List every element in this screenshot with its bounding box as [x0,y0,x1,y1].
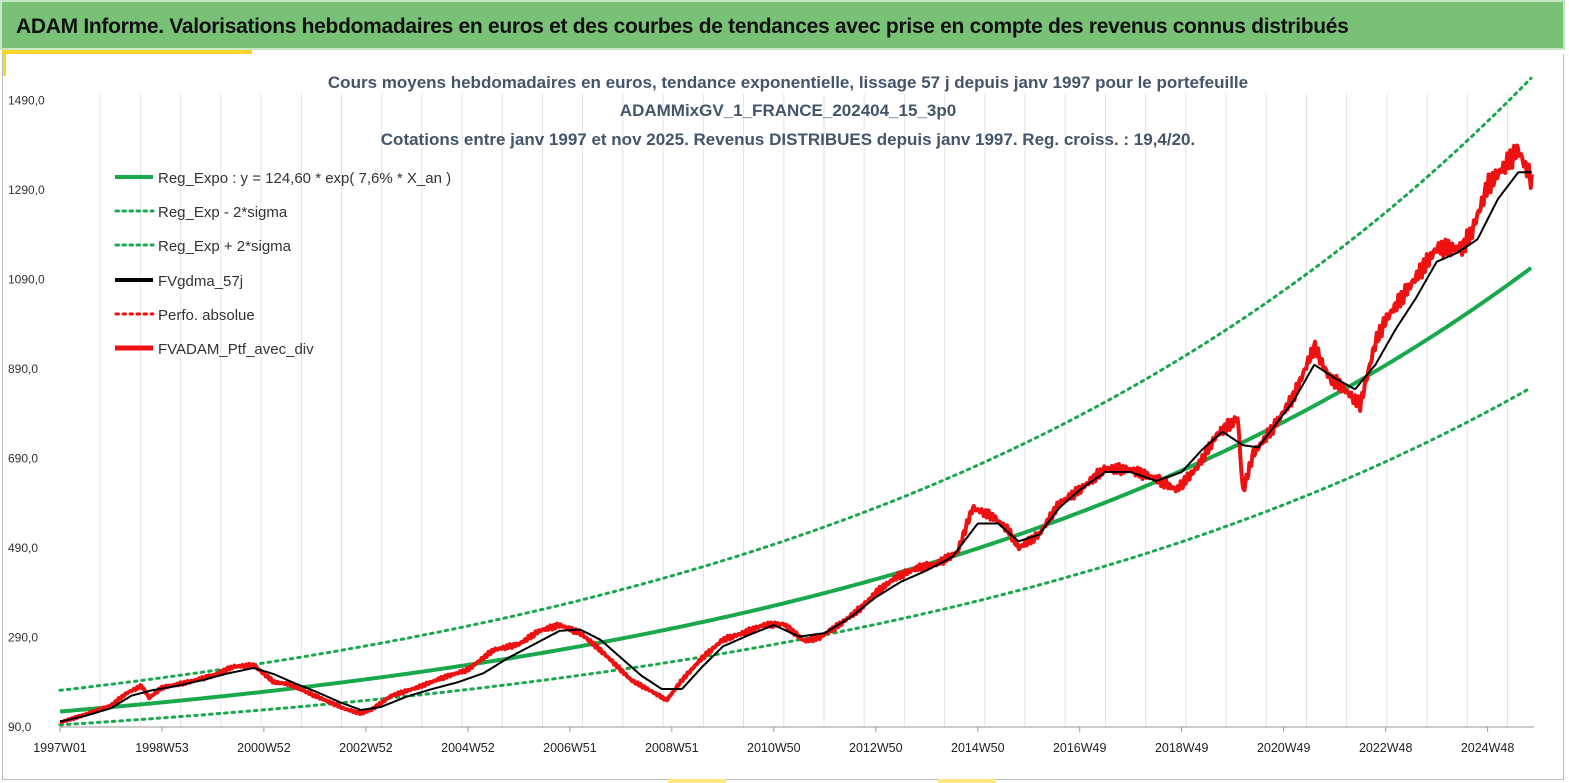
y-tick-label: 890,0 [8,362,38,376]
header-accent-bar [2,50,252,54]
legend-label-reg-expo: Reg_Expo : y = 124,60 * exp( 7,6% * X_an… [158,170,451,187]
x-tick-label: 2000W52 [237,741,291,755]
legend-item-perfo: Perfo. absolue [114,307,255,324]
y-tick-label: 690,0 [8,452,38,466]
legend-label-perfo: Perfo. absolue [158,307,255,324]
x-tick-label: 2016W49 [1053,741,1107,755]
bottom-accent-bar [938,779,996,783]
x-tick-label: 2024W48 [1461,741,1515,755]
grid [99,94,1508,727]
series [58,76,1534,727]
x-tick-label: 2006W51 [543,741,597,755]
x-tick-label: 2022W48 [1359,741,1413,755]
legend-label-reg-minus: Reg_Exp - 2*sigma [158,204,288,221]
page-title: ADAM Informe. Valorisations hebdomadaire… [16,15,1349,38]
legend-item-fvgdma: FVgdma_57j [115,273,243,290]
series-reg-expo [59,266,1533,714]
y-tick-label: 1290,0 [8,183,45,197]
series-reg-plus-2sigma [58,76,1533,692]
chart-title-line-1: Cours moyens hebdomadaires en euros, ten… [328,73,1248,92]
x-tick-label: 2002W52 [339,741,393,755]
x-tick-label: 2004W52 [441,741,495,755]
chart-title-line-3: Cotations entre janv 1997 et nov 2025. R… [381,130,1195,149]
x-tick-label: 2010W50 [747,741,801,755]
legend-item-reg-expo: Reg_Expo : y = 124,60 * exp( 7,6% * X_an… [115,170,451,187]
y-tick-label: 1090,0 [8,273,45,287]
x-tick-label: 1998W53 [135,741,189,755]
chart-title-line-2: ADAMMixGV_1_FRANCE_202404_15_3p0 [620,101,956,120]
y-tick-label: 490,0 [8,541,38,555]
legend-label-reg-plus: Reg_Exp + 2*sigma [158,238,292,255]
y-tick-label: 1490,0 [8,94,45,108]
tick-labels: 90,0 290,0 490,0 690,0 890,0 1090,0 1290,0 1490… [8,94,1514,755]
y-tick-label: 290,0 [8,631,38,645]
series-reg-minus-2sigma [58,386,1533,727]
bottom-accent-bar [668,779,726,783]
legend: Reg_Expo : y = 124,60 * exp( 7,6% * X_an… [114,170,451,358]
legend-item-reg-plus: Reg_Exp + 2*sigma [114,238,292,255]
legend-item-reg-minus: Reg_Exp - 2*sigma [114,204,288,221]
series-fvadam-ptf-avec-div [59,143,1534,725]
left-accent-bar [2,50,6,76]
y-tick-label: 90,0 [8,720,32,734]
x-tick-label: 2008W51 [645,741,699,755]
x-tick-label: 2020W49 [1257,741,1311,755]
legend-label-fvgdma: FVgdma_57j [158,273,243,290]
chart-frame [2,54,1564,780]
header-banner: ADAM Informe. Valorisations hebdomadaire… [0,0,1565,50]
x-tick-label: 2014W50 [951,741,1005,755]
x-tick-label: 2018W49 [1155,741,1209,755]
legend-item-fvadam: FVADAM_Ptf_avec_div [115,341,314,358]
chart-title: Cours moyens hebdomadaires en euros, ten… [328,73,1248,149]
legend-label-fvadam: FVADAM_Ptf_avec_div [158,341,314,358]
series-fvgdma-57j [59,171,1532,723]
x-tick-label: 2012W50 [849,741,903,755]
x-tick-label: 1997W01 [33,741,87,755]
